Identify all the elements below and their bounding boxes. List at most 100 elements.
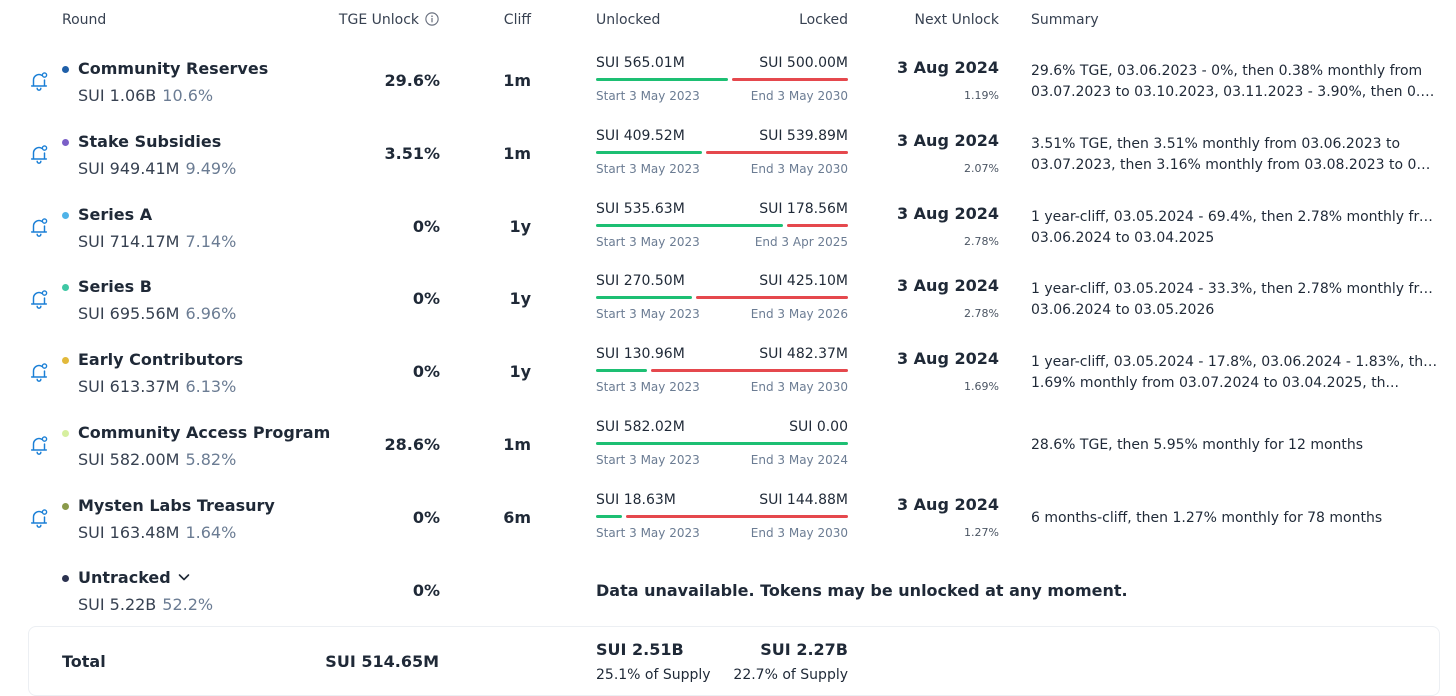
round-color-dot — [62, 139, 69, 146]
unlocked-bar — [596, 78, 728, 81]
table-row: Community Access Program SUI 582.00M 5.82… — [0, 408, 1456, 480]
untracked-toggle[interactable]: Untracked — [78, 568, 191, 587]
header-locked: Locked — [799, 12, 848, 28]
bell-icon[interactable] — [28, 143, 50, 165]
round-supply-pct: 5.82% — [185, 450, 237, 469]
summary-text: 28.6% TGE, then 5.95% monthly for 12 mon… — [1031, 435, 1439, 456]
total-unlocked-supply: 25.1% of Supply — [596, 667, 711, 683]
locked-bar — [732, 78, 848, 81]
round-color-dot — [62, 430, 69, 437]
data-unavailable-message: Data unavailable. Tokens may be unlocked… — [596, 581, 1128, 600]
round-name: Mysten Labs Treasury — [78, 496, 275, 515]
start-date: Start 3 May 2023 — [596, 307, 700, 321]
next-unlock-pct: 2.78% — [964, 307, 999, 320]
bell-icon[interactable] — [28, 507, 50, 529]
round-supply-pct: 6.96% — [185, 304, 237, 323]
bell-icon[interactable] — [28, 70, 50, 92]
info-icon[interactable] — [425, 12, 439, 26]
unlock-progress-bar — [596, 442, 848, 446]
round-amount-value: SUI 1.06B — [78, 86, 157, 105]
start-date: Start 3 May 2023 — [596, 453, 700, 467]
total-locked-supply: 22.7% of Supply — [733, 667, 848, 683]
table-row: Community Reserves SUI 1.06B 10.6% 29.6% … — [0, 44, 1456, 116]
bell-icon[interactable] — [28, 434, 50, 456]
header-summary: Summary — [1031, 12, 1099, 28]
round-supply-pct: 9.49% — [185, 159, 237, 178]
header-next-unlock: Next Unlock — [914, 12, 999, 28]
next-unlock-pct: 2.07% — [964, 162, 999, 175]
unlock-progress-bar — [596, 369, 848, 373]
table-row: Early Contributors SUI 613.37M 6.13% 0% 1… — [0, 335, 1456, 407]
bell-icon[interactable] — [28, 216, 50, 238]
summary-line-1: 28.6% TGE, then 5.95% monthly for 12 mon… — [1031, 437, 1364, 453]
tge-unlock-value: 0% — [412, 289, 440, 308]
round-color-dot — [62, 66, 69, 73]
unlock-progress-bar — [596, 151, 848, 155]
next-unlock-date: 3 Aug 2024 — [896, 495, 999, 514]
locked-bar — [706, 151, 848, 154]
unlocked-value: SUI 270.50M — [596, 273, 685, 289]
round-color-dot — [62, 284, 69, 291]
unlock-progress-bar — [596, 224, 848, 228]
total-row: Total SUI 514.65M SUI 2.51B 25.1% of Sup… — [28, 626, 1440, 696]
end-date: End 3 May 2024 — [750, 453, 848, 467]
tge-unlock-value: 29.6% — [384, 71, 440, 90]
table-row-untracked: Untracked SUI 5.22B 52.2% 0% Data unavail… — [0, 553, 1456, 625]
locked-value: SUI 0.00 — [789, 419, 848, 435]
unlocked-value: SUI 409.52M — [596, 128, 685, 144]
summary-text: 29.6% TGE, 03.06.2023 - 0%, then 0.38% m… — [1031, 61, 1439, 103]
chevron-down-icon[interactable] — [177, 570, 191, 584]
tge-unlock-value: 0% — [412, 581, 440, 600]
header-tge-unlock: TGE Unlock — [339, 12, 439, 28]
next-unlock-date: 3 Aug 2024 — [896, 131, 999, 150]
locked-value: SUI 178.56M — [759, 201, 848, 217]
summary-text: 6 months-cliff, then 1.27% monthly for 7… — [1031, 508, 1439, 529]
bell-icon[interactable] — [28, 288, 50, 310]
unlock-progress-bar — [596, 78, 848, 82]
locked-value: SUI 482.37M — [759, 346, 848, 362]
header-tge-unlock-label: TGE Unlock — [338, 12, 419, 28]
cliff-value: 1m — [503, 435, 531, 454]
next-unlock-date: 3 Aug 2024 — [896, 204, 999, 223]
locked-value: SUI 500.00M — [759, 55, 848, 71]
tge-unlock-value: 0% — [412, 217, 440, 236]
round-amount: SUI 714.17M 7.14% — [78, 232, 236, 251]
round-amount-value: SUI 949.41M — [78, 159, 180, 178]
summary-line-1: 1 year-cliff, 03.05.2024 - 69.4%, then 2… — [1031, 209, 1439, 225]
total-amount: SUI 514.65M — [325, 652, 439, 671]
round-name: Series A — [78, 205, 153, 224]
total-label: Total — [62, 652, 106, 671]
unlocked-bar — [596, 369, 647, 372]
next-unlock-date: 3 Aug 2024 — [896, 58, 999, 77]
round-supply-pct: 1.64% — [185, 523, 237, 542]
locked-bar — [626, 515, 848, 518]
round-supply-pct: 10.6% — [162, 86, 214, 105]
round-amount: SUI 582.00M 5.82% — [78, 450, 236, 469]
start-date: Start 3 May 2023 — [596, 526, 700, 540]
end-date: End 3 May 2026 — [750, 307, 848, 321]
next-unlock-date: 3 Aug 2024 — [896, 276, 999, 295]
unlocked-bar — [596, 224, 783, 227]
header-cliff: Cliff — [503, 12, 531, 28]
round-amount: SUI 163.48M 1.64% — [78, 523, 236, 542]
cliff-value: 6m — [503, 508, 531, 527]
summary-line-1: 1 year-cliff, 03.05.2024 - 17.8%, 03.06.… — [1031, 354, 1439, 370]
start-date: Start 3 May 2023 — [596, 162, 700, 176]
round-amount: SUI 613.37M 6.13% — [78, 377, 236, 396]
summary-line-1: 6 months-cliff, then 1.27% monthly for 7… — [1031, 510, 1383, 526]
bell-icon[interactable] — [28, 361, 50, 383]
locked-bar — [651, 369, 848, 372]
summary-line-2: 1.69% monthly from 03.07.2024 to 03.04.2… — [1031, 375, 1399, 391]
round-name: Stake Subsidies — [78, 132, 222, 151]
round-name: Untracked — [78, 568, 171, 587]
summary-line-2: 03.06.2024 to 03.05.2026 — [1031, 302, 1215, 318]
end-date: End 3 May 2030 — [750, 162, 848, 176]
summary-text: 1 year-cliff, 03.05.2024 - 33.3%, then 2… — [1031, 279, 1439, 321]
round-amount-value: SUI 714.17M — [78, 232, 180, 251]
header-unlocked: Unlocked — [596, 12, 661, 28]
end-date: End 3 May 2030 — [750, 380, 848, 394]
locked-bar — [696, 296, 848, 299]
next-unlock-pct: 2.78% — [964, 235, 999, 248]
locked-value: SUI 144.88M — [759, 492, 848, 508]
summary-line-1: 29.6% TGE, 03.06.2023 - 0%, then 0.38% m… — [1031, 63, 1423, 79]
